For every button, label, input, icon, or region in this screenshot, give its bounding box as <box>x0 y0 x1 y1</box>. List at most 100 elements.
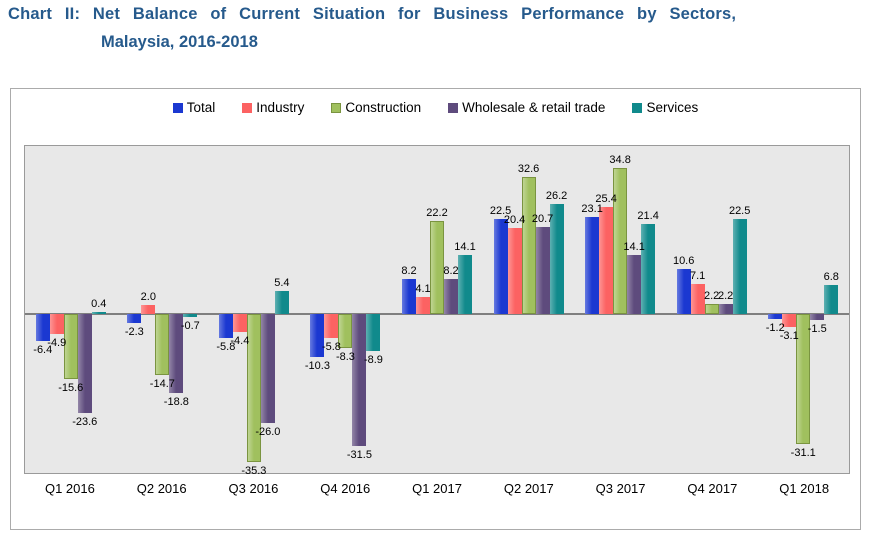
bar-wholesale-retail-trade-q1-2016 <box>77 313 92 413</box>
value-label-wholesale-retail-trade-q1-2017: 8.2 <box>443 265 459 278</box>
bar-industry-q3-2016 <box>232 313 247 333</box>
value-label-construction-q1-2016: -15.6 <box>58 382 84 395</box>
legend-swatch-total <box>172 102 183 113</box>
value-label-industry-q4-2016: -5.8 <box>321 341 341 353</box>
bar-services-q4-2016 <box>366 313 381 351</box>
x-axis-label-q2-2016: Q2 2016 <box>136 481 187 496</box>
bar-construction-q3-2017 <box>613 167 628 314</box>
chart-title-line1: Chart II: Net Balance of Current Situati… <box>8 5 737 23</box>
bar-wholesale-retail-trade-q2-2016 <box>169 313 184 393</box>
value-label-construction-q1-2017: 22.2 <box>426 206 448 219</box>
bar-industry-q2-2016 <box>141 305 156 314</box>
legend-item-services: Services <box>632 100 698 115</box>
bar-services-q1-2017 <box>458 254 472 314</box>
bar-construction-q1-2018 <box>796 313 811 445</box>
value-label-construction-q3-2016: -35.3 <box>241 464 267 477</box>
bar-services-q3-2017 <box>641 223 656 314</box>
value-label-industry-q1-2016: -4.9 <box>47 337 67 350</box>
bar-construction-q3-2016 <box>246 313 261 462</box>
legend-item-industry: Industry <box>242 100 304 115</box>
bar-total-q1-2018 <box>768 313 783 319</box>
bar-industry-q2-2017 <box>507 228 522 314</box>
value-label-wholesale-retail-trade-q3-2016: -26.0 <box>255 425 281 438</box>
value-label-total-q2-2016: -2.3 <box>124 326 144 339</box>
x-axis-labels: Q1 2016 Q2 2016 Q3 2016 Q4 2016 Q1 2017 Q2 20… <box>24 481 850 496</box>
bar-services-q4-2017 <box>732 219 747 314</box>
bar-industry-q4-2017 <box>690 283 705 314</box>
value-label-industry-q2-2016: 2.0 <box>140 291 156 304</box>
bar-total-q1-2017 <box>402 279 416 314</box>
bar-total-q1-2016 <box>35 313 50 341</box>
bar-industry-q1-2018 <box>782 313 797 327</box>
bar-wholesale-retail-trade-q1-2018 <box>810 313 825 320</box>
chart-area: Total Industry Construction Wholesale & ret… <box>10 88 861 530</box>
x-axis-label-q1-2018: Q1 2018 <box>779 481 830 496</box>
legend-swatch-wholesale-retail-trade <box>448 102 459 113</box>
bar-wholesale-retail-trade-q3-2016 <box>260 313 275 423</box>
value-label-industry-q2-2017: 20.4 <box>503 214 526 227</box>
x-axis-label-q1-2016: Q1 2016 <box>44 481 95 496</box>
legend-label-construction: Construction <box>345 100 422 115</box>
legend-label-industry: Industry <box>256 100 305 115</box>
bar-wholesale-retail-trade-q4-2016 <box>352 313 367 446</box>
bar-services-q1-2016 <box>91 312 106 314</box>
value-label-services-q1-2017: 14.1 <box>454 240 476 253</box>
value-label-construction-q2-2017: 32.6 <box>517 163 540 176</box>
value-label-services-q4-2017: 22.5 <box>728 205 751 218</box>
bar-industry-q3-2017 <box>599 207 614 314</box>
bar-industry-q4-2016 <box>324 313 339 338</box>
legend: Total Industry Construction Wholesale & ret… <box>11 100 860 115</box>
chart-title-line2: Malaysia, 2016-2018 <box>101 32 258 51</box>
value-label-total-q1-2017: 8.2 <box>401 265 417 278</box>
value-label-services-q2-2016: -0.7 <box>180 319 200 332</box>
value-label-industry-q4-2017: 7.1 <box>690 269 706 282</box>
value-label-construction-q1-2018: -31.1 <box>790 447 816 460</box>
legend-label-services: Services <box>646 100 699 115</box>
plot-area: -6.4 -4.9 -15.6 -23.6 0.4 -2.3 2.0 -14.7 -18.8 -0… <box>24 145 850 477</box>
x-axis-label-q1-2017: Q1 2017 <box>412 481 462 496</box>
value-label-wholesale-retail-trade-q1-2016: -23.6 <box>72 415 98 428</box>
x-axis-label-q4-2017: Q4 2017 <box>687 481 738 496</box>
bar-construction-q4-2016 <box>338 313 353 349</box>
bar-construction-q4-2017 <box>704 304 719 314</box>
value-label-wholesale-retail-trade-q2-2016: -18.8 <box>163 395 189 408</box>
bar-services-q2-2017 <box>549 203 564 314</box>
legend-swatch-industry <box>242 102 253 113</box>
legend-swatch-services <box>632 102 643 113</box>
bar-total-q3-2017 <box>585 216 600 314</box>
x-axis-label-q3-2017: Q3 2017 <box>595 481 646 496</box>
bar-wholesale-retail-trade-q3-2017 <box>627 254 642 314</box>
bar-total-q4-2016 <box>310 313 325 357</box>
value-label-wholesale-retail-trade-q1-2018: -1.5 <box>807 322 827 335</box>
value-label-wholesale-retail-trade-q4-2017: 2.2 <box>718 290 734 303</box>
value-label-services-q1-2018: 6.8 <box>823 271 839 284</box>
bar-total-q2-2017 <box>493 219 508 314</box>
value-label-services-q3-2017: 21.4 <box>637 209 659 222</box>
value-label-total-q4-2016: -10.3 <box>304 359 330 372</box>
legend-label-wholesale-retail-trade: Wholesale & retail trade <box>462 100 606 115</box>
legend-swatch-construction <box>331 102 342 113</box>
value-label-industry-q3-2017: 25.4 <box>595 193 617 206</box>
value-label-wholesale-retail-trade-q4-2016: -31.5 <box>346 448 372 461</box>
zero-axis-line <box>25 312 849 315</box>
value-label-wholesale-retail-trade-q2-2017: 20.7 <box>531 212 554 225</box>
bar-wholesale-retail-trade-q4-2017 <box>718 304 733 314</box>
value-label-services-q2-2017: 26.2 <box>545 189 568 202</box>
value-label-total-q1-2016: -6.4 <box>33 343 53 356</box>
value-label-industry-q1-2017: 4.1 <box>415 282 431 295</box>
chart-title: Chart II: Net Balance of Current Situati… <box>8 6 844 50</box>
bar-total-q4-2017 <box>676 269 691 314</box>
value-label-construction-q3-2017: 34.8 <box>609 153 631 166</box>
value-label-construction-q4-2016: -8.3 <box>335 351 355 364</box>
legend-item-wholesale-retail-trade: Wholesale & retail trade <box>448 100 605 115</box>
bar-wholesale-retail-trade-q1-2017 <box>444 279 458 314</box>
x-axis-label-q3-2016: Q3 2016 <box>228 481 279 496</box>
bar-total-q3-2016 <box>218 313 233 338</box>
bar-construction-q2-2017 <box>521 177 536 314</box>
bar-wholesale-retail-trade-q2-2017 <box>535 226 550 314</box>
value-label-wholesale-retail-trade-q3-2017: 14.1 <box>623 240 645 253</box>
bar-services-q1-2018 <box>824 285 839 314</box>
value-label-total-q3-2016: -5.8 <box>216 341 236 353</box>
legend-item-total: Total <box>172 100 215 115</box>
